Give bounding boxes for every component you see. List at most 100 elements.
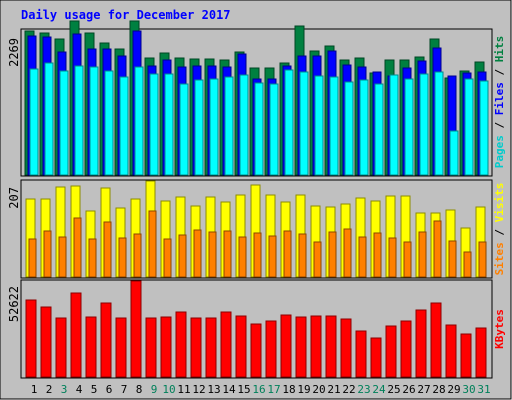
- bar-pages-day-14: [224, 76, 234, 176]
- visits-bars: [25, 180, 487, 278]
- day-label-30: 30: [462, 383, 475, 396]
- bar-sites-day-3: [58, 236, 67, 278]
- bar-pages-day-4: [74, 65, 84, 176]
- legend-separator: /: [493, 222, 506, 242]
- bar-kbytes-day-27: [415, 309, 427, 378]
- bar-pages-day-1: [29, 68, 39, 176]
- bar-sites-day-6: [103, 221, 112, 278]
- legend-hits: Hits: [493, 36, 506, 63]
- day-label-2: 2: [46, 383, 53, 396]
- bar-pages-day-12: [194, 79, 204, 176]
- bar-pages-day-16: [254, 82, 264, 176]
- bar-kbytes-day-25: [385, 325, 397, 378]
- legend-files: Files: [493, 82, 506, 115]
- bar-kbytes-day-5: [85, 316, 97, 378]
- legend-text-visits-sites: Sites / Visits: [493, 183, 506, 276]
- bar-kbytes-day-2: [40, 306, 52, 378]
- day-label-14: 14: [222, 383, 236, 396]
- bar-kbytes-day-30: [460, 333, 472, 378]
- bar-kbytes-day-12: [190, 317, 202, 378]
- bar-pages-day-6: [104, 70, 114, 176]
- bar-sites-day-18: [283, 230, 292, 278]
- day-label-4: 4: [76, 383, 83, 396]
- bar-pages-day-10: [164, 73, 174, 176]
- bar-kbytes-day-22: [340, 318, 352, 378]
- visits-legend: Sites / Visits: [493, 183, 506, 276]
- day-label-10: 10: [162, 383, 175, 396]
- bar-sites-day-12: [193, 229, 202, 278]
- kbytes-bars: [25, 280, 487, 378]
- legend-pages: Pages: [493, 135, 506, 168]
- day-label-11: 11: [177, 383, 190, 396]
- day-label-13: 13: [207, 383, 220, 396]
- bar-sites-day-9: [148, 210, 157, 278]
- bar-sites-day-11: [178, 234, 187, 278]
- bar-pages-day-13: [209, 78, 219, 176]
- bar-sites-day-8: [133, 233, 142, 278]
- bar-kbytes-day-18: [280, 314, 292, 378]
- bar-pages-day-7: [119, 76, 129, 176]
- bar-kbytes-day-11: [175, 311, 187, 378]
- bar-kbytes-day-1: [25, 299, 37, 378]
- bar-sites-day-19: [298, 233, 307, 278]
- panel-hits-files-pages: 2269 Pages / Files / Hits: [7, 20, 506, 177]
- day-label-26: 26: [402, 383, 415, 396]
- bar-pages-day-30: [464, 78, 474, 176]
- day-label-28: 28: [432, 383, 445, 396]
- bar-sites-day-20: [313, 241, 322, 278]
- bar-sites-day-10: [163, 238, 172, 278]
- bar-sites-day-5: [88, 238, 97, 278]
- bar-kbytes-day-23: [355, 330, 367, 378]
- bar-sites-day-13: [208, 231, 217, 278]
- bar-kbytes-day-15: [235, 315, 247, 378]
- bar-pages-day-24: [374, 83, 384, 176]
- legend-visits: Visits: [493, 183, 506, 223]
- bar-pages-day-8: [134, 66, 144, 176]
- bar-kbytes-day-31: [475, 327, 487, 378]
- bar-kbytes-day-26: [400, 320, 412, 378]
- bar-kbytes-day-13: [205, 317, 217, 378]
- hits-legend: Pages / Files / Hits: [493, 36, 506, 169]
- bar-kbytes-day-19: [295, 316, 307, 378]
- bar-sites-day-1: [28, 238, 37, 278]
- day-label-21: 21: [327, 383, 340, 396]
- bar-sites-day-4: [73, 217, 82, 278]
- bar-sites-day-28: [433, 220, 442, 278]
- bar-pages-day-5: [89, 66, 99, 176]
- bar-kbytes-day-29: [445, 324, 457, 378]
- bar-sites-day-25: [388, 237, 397, 278]
- day-label-23: 23: [357, 383, 370, 396]
- bar-sites-day-24: [373, 232, 382, 278]
- bar-kbytes-day-4: [70, 292, 82, 378]
- bar-sites-day-17: [268, 235, 277, 278]
- bar-sites-day-22: [343, 228, 352, 278]
- kbytes-legend: KBytes: [493, 309, 506, 349]
- bar-kbytes-day-14: [220, 311, 232, 378]
- kbytes-max-label: 52622: [7, 286, 21, 322]
- bar-pages-day-18: [284, 69, 294, 176]
- bar-sites-day-16: [253, 232, 262, 278]
- bar-pages-day-9: [149, 73, 159, 176]
- hits-max-label: 2269: [7, 38, 21, 67]
- day-label-1: 1: [31, 383, 38, 396]
- day-label-18: 18: [282, 383, 295, 396]
- day-label-16: 16: [252, 383, 265, 396]
- bar-kbytes-day-16: [250, 323, 262, 378]
- bar-sites-day-14: [223, 230, 232, 278]
- bar-pages-day-2: [44, 62, 54, 176]
- chart-title: Daily usage for December 2017: [21, 8, 231, 22]
- day-label-6: 6: [106, 383, 113, 396]
- bar-pages-day-20: [314, 75, 324, 176]
- bar-sites-day-26: [403, 241, 412, 278]
- bar-kbytes-day-7: [115, 317, 127, 378]
- bar-pages-day-11: [179, 83, 189, 176]
- day-label-12: 12: [192, 383, 205, 396]
- bar-pages-day-19: [299, 71, 309, 176]
- day-label-9: 9: [151, 383, 158, 396]
- day-label-19: 19: [297, 383, 310, 396]
- day-label-8: 8: [136, 383, 143, 396]
- bar-kbytes-day-6: [100, 302, 112, 378]
- day-label-31: 31: [477, 383, 490, 396]
- day-label-7: 7: [121, 383, 128, 396]
